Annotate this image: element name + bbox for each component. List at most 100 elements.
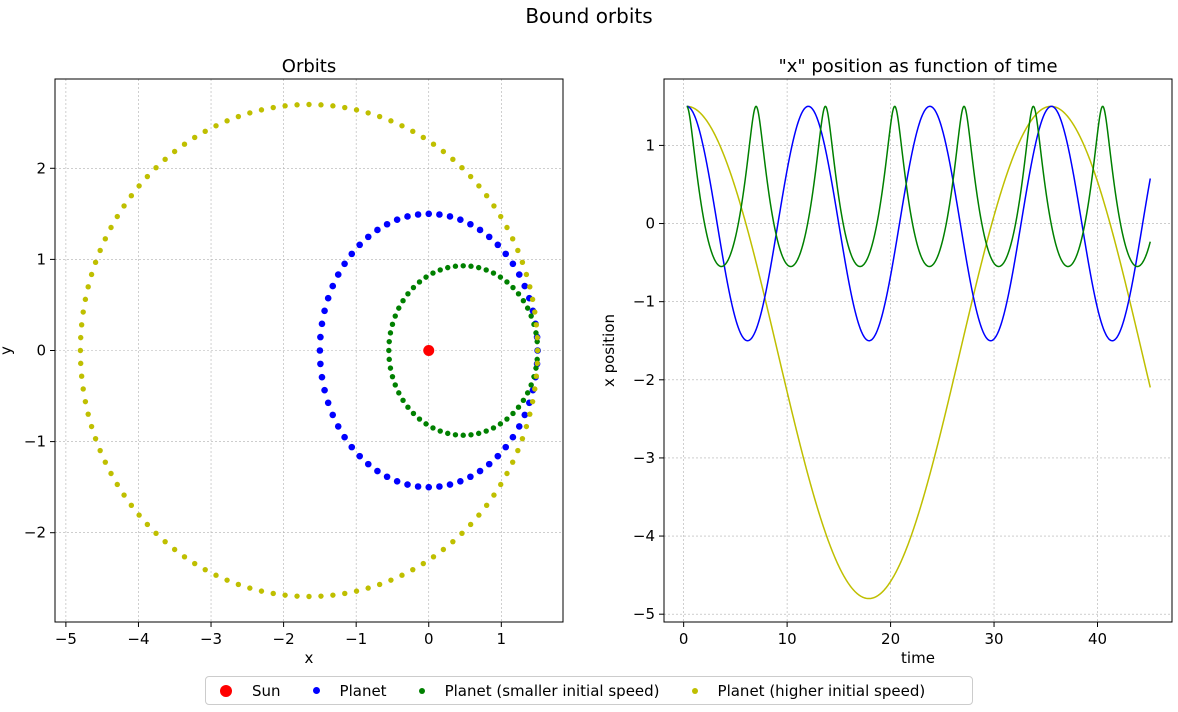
higher-speed-point xyxy=(534,334,540,341)
smaller-speed-point xyxy=(534,356,540,363)
higher-speed-point xyxy=(270,104,276,111)
higher-speed-point xyxy=(294,102,300,108)
smaller-speed-point xyxy=(387,330,394,336)
planet-point xyxy=(374,467,381,475)
planet-point xyxy=(515,271,523,278)
x-tick-label: 10 xyxy=(778,630,797,648)
higher-speed-point xyxy=(80,386,86,392)
axes-frame xyxy=(663,78,1173,623)
higher-speed-point xyxy=(224,577,230,583)
legend-marker-higher-speed xyxy=(691,687,698,694)
higher-speed-point xyxy=(376,113,383,120)
orbit-points xyxy=(77,101,541,600)
higher-speed-point xyxy=(450,156,456,163)
higher-speed-point xyxy=(399,123,405,129)
x-tick-label: 1 xyxy=(497,630,507,648)
higher-speed-point xyxy=(114,213,120,220)
smaller-speed-point xyxy=(504,279,510,285)
planet-point xyxy=(341,260,348,268)
higher-speed-point xyxy=(114,481,120,488)
higher-speed-point xyxy=(399,572,405,578)
smaller-speed-point xyxy=(468,432,474,438)
higher-speed-point xyxy=(171,546,178,553)
higher-speed-point xyxy=(78,334,84,341)
smaller-speed-point xyxy=(445,430,451,437)
smaller-speed-point xyxy=(452,432,459,438)
y-tick-label: 1 xyxy=(36,250,46,268)
smaller-speed-point xyxy=(497,421,504,427)
higher-speed-point xyxy=(498,213,504,220)
planet-line xyxy=(686,105,1152,342)
higher-speed-point xyxy=(318,593,324,599)
higher-speed-point xyxy=(376,581,383,588)
x-axis-label: time xyxy=(901,649,935,667)
smaller-speed-point xyxy=(392,313,398,319)
planet-point xyxy=(457,216,464,224)
higher-speed-point xyxy=(523,271,530,278)
axes-title: "x" position as function of time xyxy=(778,56,1057,77)
x-position-axes: 0 10 20 30 40 −5 −4 −3 −2 −1 0 1 "x" position as fun… xyxy=(600,56,1173,667)
higher-speed-point xyxy=(388,118,394,124)
gridlines xyxy=(664,79,1172,622)
smaller-speed-point xyxy=(437,267,443,273)
planet-point xyxy=(509,433,517,441)
smaller-speed-point xyxy=(483,267,489,273)
smaller-speed-point xyxy=(410,410,417,417)
smaller-speed-point xyxy=(460,263,466,269)
higher-speed-point xyxy=(504,224,510,231)
y-tick-label: −1 xyxy=(24,433,46,451)
smaller-speed-point xyxy=(410,284,417,291)
planet-point xyxy=(317,360,324,368)
higher-speed-point xyxy=(519,435,526,442)
higher-speed-point xyxy=(78,360,84,367)
smaller-speed-point xyxy=(400,397,406,404)
higher-speed-point xyxy=(270,590,276,597)
smaller-speed-point xyxy=(452,263,459,269)
higher-speed-point xyxy=(306,101,312,108)
higher-speed-point xyxy=(483,192,490,199)
higher-speed-point xyxy=(88,271,95,278)
legend-item-smaller-speed: Planet (smaller initial speed) xyxy=(418,682,660,700)
planet-point xyxy=(521,411,529,419)
smaller-speed-point xyxy=(528,382,534,388)
higher-speed-point xyxy=(258,588,265,594)
higher-speed-point xyxy=(459,530,465,537)
y-tick-label: −3 xyxy=(633,449,655,467)
planet-point xyxy=(425,210,433,218)
legend-item-planet: Planet xyxy=(312,681,387,700)
legend: Sun Planet Planet (smaller initial speed… xyxy=(205,676,973,705)
legend-item-higher-speed: Planet (higher initial speed) xyxy=(691,682,925,700)
higher-speed-point xyxy=(353,588,360,594)
planet-point xyxy=(356,452,363,460)
legend-label-planet: Planet xyxy=(339,681,387,700)
gridlines xyxy=(55,79,563,622)
planet-point xyxy=(383,473,391,481)
smaller-speed-point xyxy=(416,416,423,422)
smaller-speed-point xyxy=(387,365,394,371)
y-tick-label: −2 xyxy=(633,371,655,389)
higher-speed-point xyxy=(430,141,437,147)
x-axis-label: x xyxy=(305,649,314,667)
higher-speed-point xyxy=(171,148,178,155)
higher-speed-point xyxy=(108,470,114,477)
smaller-speed-point xyxy=(386,347,392,354)
axes-title: Orbits xyxy=(282,56,336,77)
higher-speed-point xyxy=(476,512,482,518)
higher-speed-point xyxy=(235,113,242,120)
planet-point xyxy=(318,373,326,381)
smaller-speed-point xyxy=(389,321,396,328)
higher-speed-point xyxy=(202,566,208,573)
smaller-speed-point xyxy=(389,373,396,380)
smaller-speed-point xyxy=(386,356,392,363)
higher-speed-point xyxy=(88,423,95,430)
smaller-speed-point xyxy=(475,430,482,437)
y-tick-label: 2 xyxy=(36,159,46,177)
higher-speed-point xyxy=(121,203,127,209)
higher-speed-point xyxy=(459,164,465,171)
legend-label-sun: Sun xyxy=(252,681,281,700)
planet-point xyxy=(457,477,464,485)
planet-point xyxy=(383,220,391,228)
higher-speed-line xyxy=(686,105,1152,600)
higher-speed-point xyxy=(78,322,85,328)
